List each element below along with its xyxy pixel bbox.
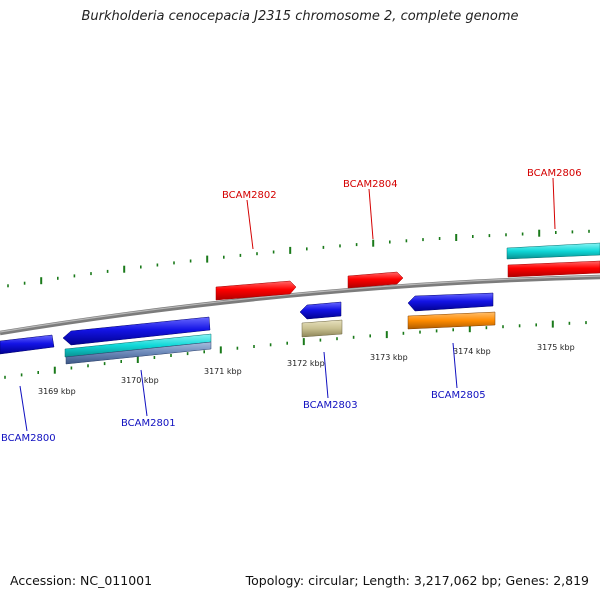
tick-row-upper [7,229,590,288]
gene-bcam2802-arrow[interactable] [215,280,297,301]
gene-bcam2805-arrow[interactable] [407,292,494,312]
leader-bcam2802 [246,199,254,250]
feature-bcam2805-orange [407,311,496,330]
leader-bcam2804 [368,188,374,240]
gene-bcam2803-arrow[interactable] [299,301,342,320]
gene-bcam2800-arrow[interactable] [0,334,55,355]
leader-bcam2800 [19,385,28,432]
feature-bcam2803-khaki [301,319,343,338]
ruler-label-3170: 3170 kbp [121,376,159,385]
map-title: Burkholderia cenocepacia J2315 chromosom… [81,9,519,24]
leader-bcam2806 [552,177,556,230]
leader-bcam2803 [323,351,329,399]
tick-row-lower [4,320,587,379]
gene-labels: BCAM2802 BCAM2804 BCAM2806 BCAM2800 BCAM… [1,168,582,444]
gene-label-bcam2802[interactable]: BCAM2802 [222,190,277,201]
ruler-label-3172: 3172 kbp [287,359,325,368]
gene-label-bcam2805[interactable]: BCAM2805 [431,390,486,401]
gene-label-bcam2801[interactable]: BCAM2801 [121,418,176,429]
ruler-label-3173: 3173 kbp [370,353,408,362]
gene-label-bcam2804[interactable]: BCAM2804 [343,179,398,190]
gene-label-bcam2800[interactable]: BCAM2800 [1,433,56,444]
genome-summary-label: Topology: circular; Length: 3,217,062 bp… [245,573,589,588]
accession-label: Accession: NC_011001 [10,573,153,588]
gene-bcam2804-arrow[interactable] [347,271,404,289]
label-leaders [19,177,556,432]
gene-label-bcam2806[interactable]: BCAM2806 [527,168,582,179]
feature-bcam2801-steel [65,341,212,365]
ruler-label-3174: 3174 kbp [453,347,491,356]
leader-bcam2805 [452,342,458,389]
chromosome-backbone-highlight [0,275,600,333]
feature-bcam2806-cyan [506,242,600,260]
chromosome-backbone [0,274,600,336]
gene-bcam2806-arrow[interactable] [507,260,600,278]
ruler-label-3175: 3175 kbp [537,343,575,352]
ruler-label-3171: 3171 kbp [204,367,242,376]
leader-bcam2801 [140,369,148,417]
gene-bcam2801-arrow[interactable] [62,316,211,346]
ruler-labels: 3169 kbp 3170 kbp 3171 kbp 3172 kbp 3173… [38,343,575,396]
ruler-label-3169: 3169 kbp [38,387,76,396]
gene-label-bcam2803[interactable]: BCAM2803 [303,400,358,411]
